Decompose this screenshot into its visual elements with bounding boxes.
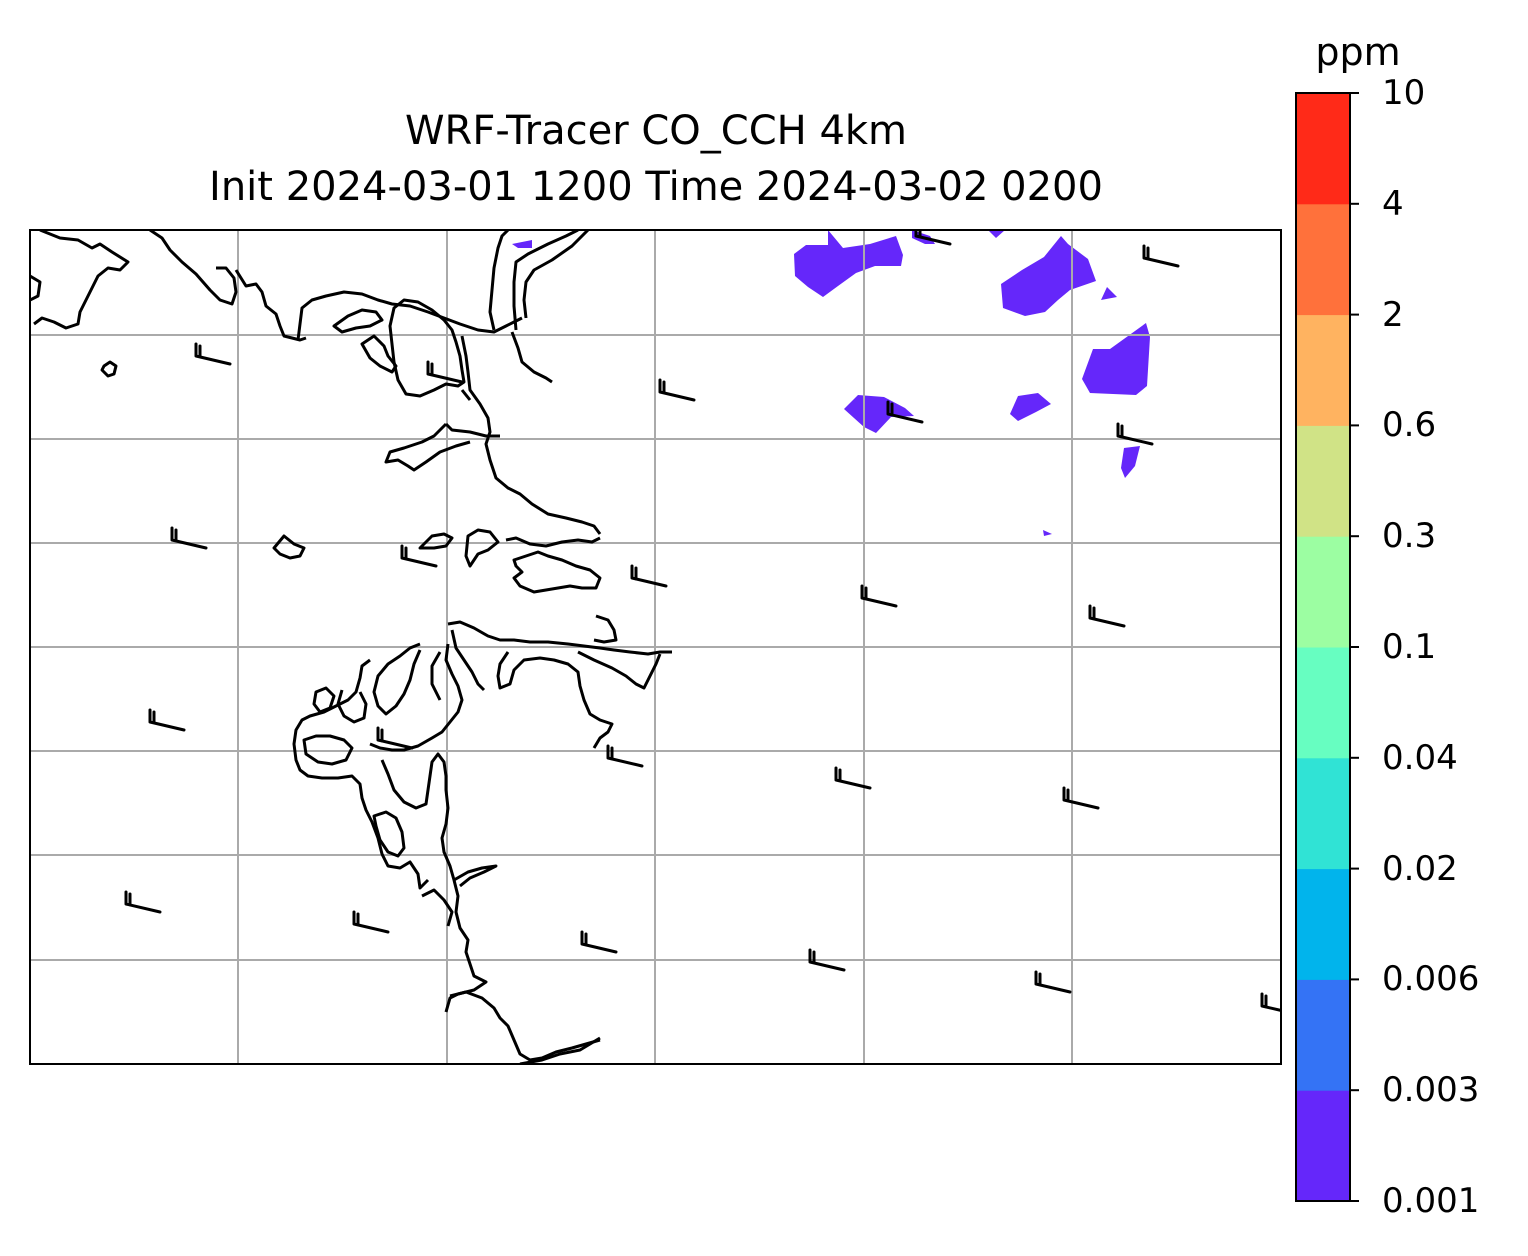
colorbar-tick-label: 2 [1382,294,1404,335]
contour-region [1010,393,1051,421]
contour-region [1101,287,1117,300]
colorbar-unit-label: ppm [1315,30,1401,74]
contour-region [512,240,532,248]
wind-barb [1116,422,1154,446]
wind-barb [658,378,696,402]
wind-barb [860,584,898,608]
contour-region [1121,446,1140,478]
wind-barb [1062,786,1100,810]
wind-barb [630,564,668,588]
wind-barb [808,948,846,972]
colorbar-segment [1296,757,1350,870]
map-frame [29,229,1282,1065]
gridlines [30,230,1281,1064]
colorbar-tick-label: 0.003 [1382,1070,1480,1111]
wind-barb [124,890,162,914]
contour-region [1043,530,1052,536]
colorbar-segment [1296,203,1350,316]
colorbar-segment [1296,425,1350,537]
wind-barb [1034,970,1072,994]
colorbar-segment [1296,979,1350,1091]
wind-barb [886,400,924,424]
colorbar-segment [1296,647,1350,759]
colorbar-segment [1296,536,1350,648]
colorbar-segment [1296,314,1350,426]
wind-barb [580,930,618,954]
wind-barb [606,744,644,768]
colorbar-tick-label: 0.04 [1382,737,1458,778]
contour-region [1082,323,1150,395]
coastlines [30,230,672,1064]
contour-region [844,395,914,433]
colorbar-segment [1296,93,1350,205]
contour-region [1001,236,1096,316]
wind-barbs [124,230,1281,1013]
colorbar-segment [1296,1090,1350,1202]
colorbar-tick-label: 0.006 [1382,959,1480,1000]
colorbar-tick-label: 0.3 [1382,516,1437,557]
colorbar-tick-label: 0.6 [1382,405,1437,446]
map-subtitle: Init 2024-03-01 1200 Time 2024-03-02 020… [209,164,1103,210]
colorbar-tick-label: 0.1 [1382,627,1437,667]
colorbar-tick-label: 0.02 [1382,848,1458,889]
wind-barb [914,230,952,246]
wind-barb [426,360,464,384]
colorbar-tick-label: 10 [1382,73,1426,113]
wind-barb [1088,604,1126,628]
concentration-contours [512,230,1150,536]
wind-barb [1260,992,1281,1013]
map-title: WRF-Tracer CO_CCH 4km [404,108,908,154]
wind-barb [352,910,390,934]
wind-barb [834,766,872,790]
wind-barb [148,708,186,732]
contour-region [988,230,1005,238]
colorbar [1295,92,1359,1202]
contour-region [794,230,903,297]
wind-barb [170,526,208,550]
wind-barb [194,342,232,366]
wind-barb [1142,244,1180,268]
colorbar-segment [1296,868,1350,980]
wind-barb [376,726,414,750]
colorbar-tick-label: 4 [1382,183,1404,224]
colorbar-tick-label: 0.001 [1382,1181,1480,1221]
wind-barb [400,544,438,568]
